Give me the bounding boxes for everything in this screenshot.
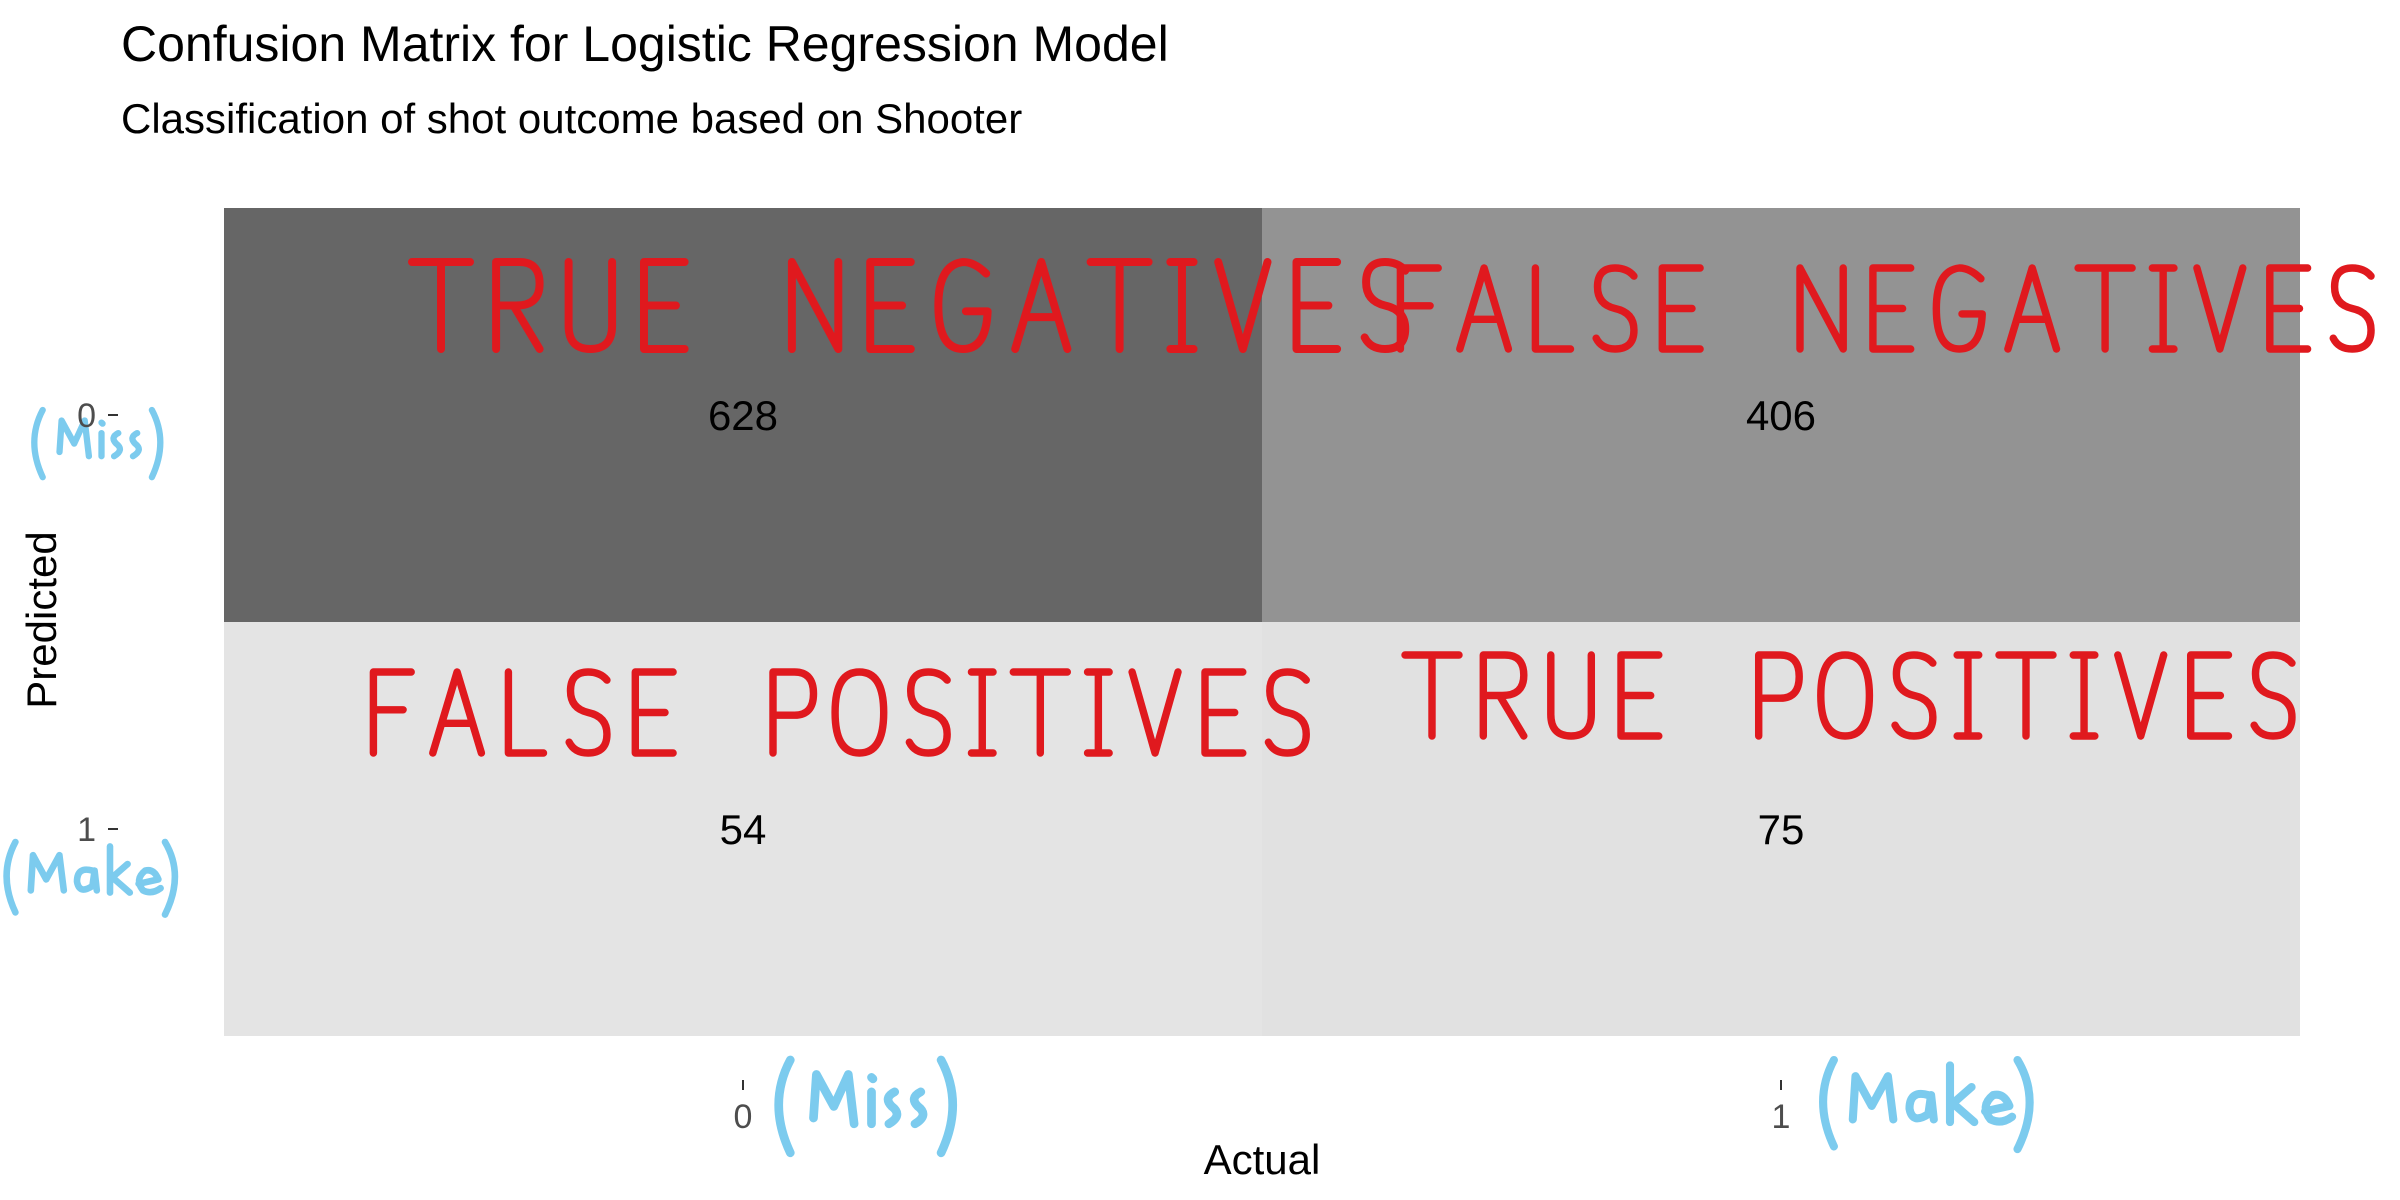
axis-ticks: 0 1 0 1 [77,397,1790,1136]
x-tick-annotation-miss [774,1055,957,1158]
handwritten-cell-annotation [408,258,1410,353]
heatmap-cell [224,208,1262,622]
handwritten-annotations [3,258,2375,1158]
x-tick-label: 0 [734,1098,753,1136]
chart-title: Confusion Matrix for Logistic Regression… [121,16,1169,72]
y-tick-label: 0 [77,397,96,435]
cell-value-label: 54 [720,806,767,853]
cell-value-label: 406 [1746,392,1816,439]
y-tick-annotation-make [3,838,179,918]
cell-value-label: 628 [708,392,778,439]
heatmap-cell [1262,208,2300,622]
x-tick-annotation-make [1819,1055,2034,1154]
handwritten-cell-annotation [1401,651,2296,740]
heatmap-cells: 628 406 54 75 [224,208,2300,1036]
y-axis-title: Predicted [18,531,65,708]
cell-value-label: 75 [1758,806,1805,853]
y-tick-label: 1 [77,811,96,849]
handwritten-cell-annotation [1396,264,2375,353]
x-axis-title: Actual [1204,1136,1321,1183]
x-tick-label: 1 [1772,1098,1791,1136]
handwritten-cell-annotation [369,668,1310,757]
y-tick-annotation-miss [31,406,164,481]
heatmap-cell [224,622,1262,1036]
chart-subtitle: Classification of shot outcome based on … [121,95,1022,142]
